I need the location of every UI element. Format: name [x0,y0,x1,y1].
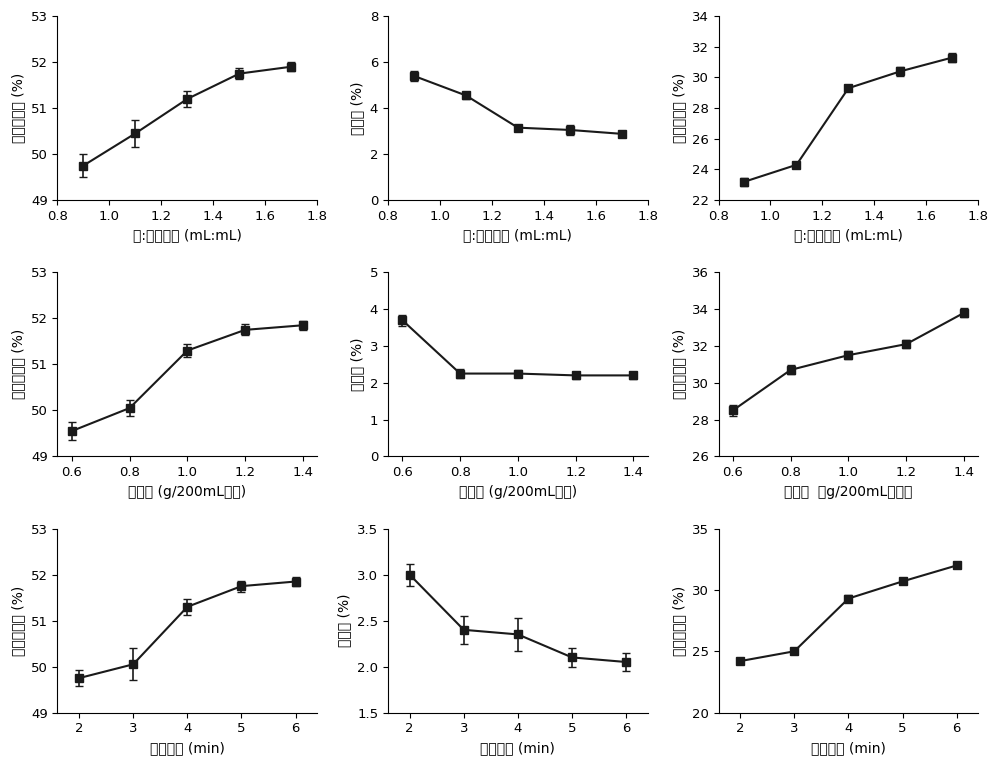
Y-axis label: 水溶性指数 (%): 水溶性指数 (%) [11,329,25,400]
X-axis label: 水:米体积比 (mL:mL): 水:米体积比 (mL:mL) [463,228,572,242]
Y-axis label: 还原糖含量 (%): 还原糖含量 (%) [672,329,686,400]
Y-axis label: 水溶性指数 (%): 水溶性指数 (%) [11,585,25,656]
Y-axis label: 还原糖含量 (%): 还原糖含量 (%) [672,73,686,143]
Y-axis label: 结块率 (%): 结块率 (%) [338,594,352,647]
X-axis label: 酶解时间 (min): 酶解时间 (min) [811,741,886,755]
Y-axis label: 结块率 (%): 结块率 (%) [350,81,364,135]
X-axis label: 加酶量 (g/200mL生米): 加酶量 (g/200mL生米) [459,485,577,499]
Y-axis label: 还原糖含量 (%): 还原糖含量 (%) [672,585,686,656]
X-axis label: 酶解时间 (min): 酶解时间 (min) [480,741,555,755]
Y-axis label: 水溶性指数 (%): 水溶性指数 (%) [11,73,25,143]
X-axis label: 加酶量 (g/200mL生米): 加酶量 (g/200mL生米) [128,485,246,499]
Y-axis label: 结块率 (%): 结块率 (%) [350,338,364,391]
X-axis label: 水:米体积比 (mL:mL): 水:米体积比 (mL:mL) [794,228,903,242]
X-axis label: 酶解时间 (min): 酶解时间 (min) [150,741,225,755]
X-axis label: 水:米体积比 (mL:mL): 水:米体积比 (mL:mL) [133,228,242,242]
X-axis label: 加酶量  （g/200mL生米）: 加酶量 （g/200mL生米） [784,485,913,499]
